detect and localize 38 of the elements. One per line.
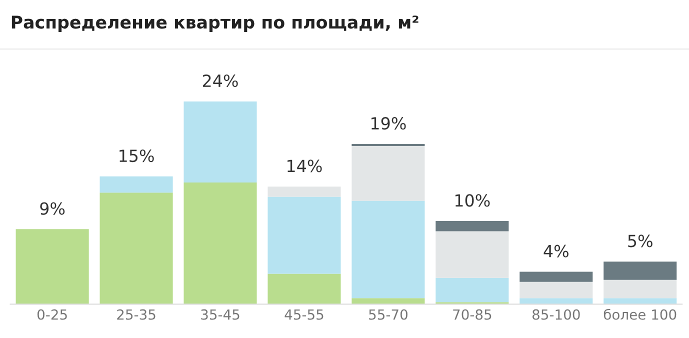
x-tick-label: 55-70 [369, 309, 408, 320]
bar [268, 186, 341, 197]
x-tick-label: 35-45 [201, 309, 240, 320]
bar [268, 274, 341, 304]
annotation: 15% [120, 149, 154, 162]
bar [184, 101, 257, 183]
bar [604, 280, 677, 298]
bar [184, 182, 257, 304]
bar [352, 144, 425, 146]
annotation: 24% [202, 74, 238, 88]
annotation: 14% [288, 160, 322, 172]
bar [100, 176, 173, 193]
bar [520, 272, 593, 282]
bar [352, 298, 425, 304]
bar [520, 298, 593, 304]
x-tick-label: 45-55 [284, 309, 324, 320]
bar [436, 278, 509, 302]
annotation: 10% [455, 194, 490, 207]
x-tick-label: 0-25 [37, 309, 67, 320]
bar [520, 282, 593, 298]
annotation: 9% [40, 202, 65, 215]
bar [100, 192, 173, 304]
bar [436, 221, 509, 232]
bar [16, 229, 89, 304]
bar [604, 298, 677, 304]
bar [352, 200, 425, 298]
x-tick-label: 70-85 [453, 309, 492, 320]
bar [604, 262, 677, 280]
bar [436, 231, 509, 278]
x-tick-label: 85-100 [532, 309, 580, 320]
annotation: 4% [544, 244, 568, 258]
bar [268, 196, 341, 274]
bar [352, 146, 425, 201]
x-tick-label: 25-35 [117, 309, 156, 320]
x-tick-label: более 100 [604, 308, 676, 320]
annotation: 5% [628, 234, 652, 248]
chart-title: Распределение квартир по площади, м² [12, 16, 418, 32]
annotation: 19% [372, 117, 406, 130]
